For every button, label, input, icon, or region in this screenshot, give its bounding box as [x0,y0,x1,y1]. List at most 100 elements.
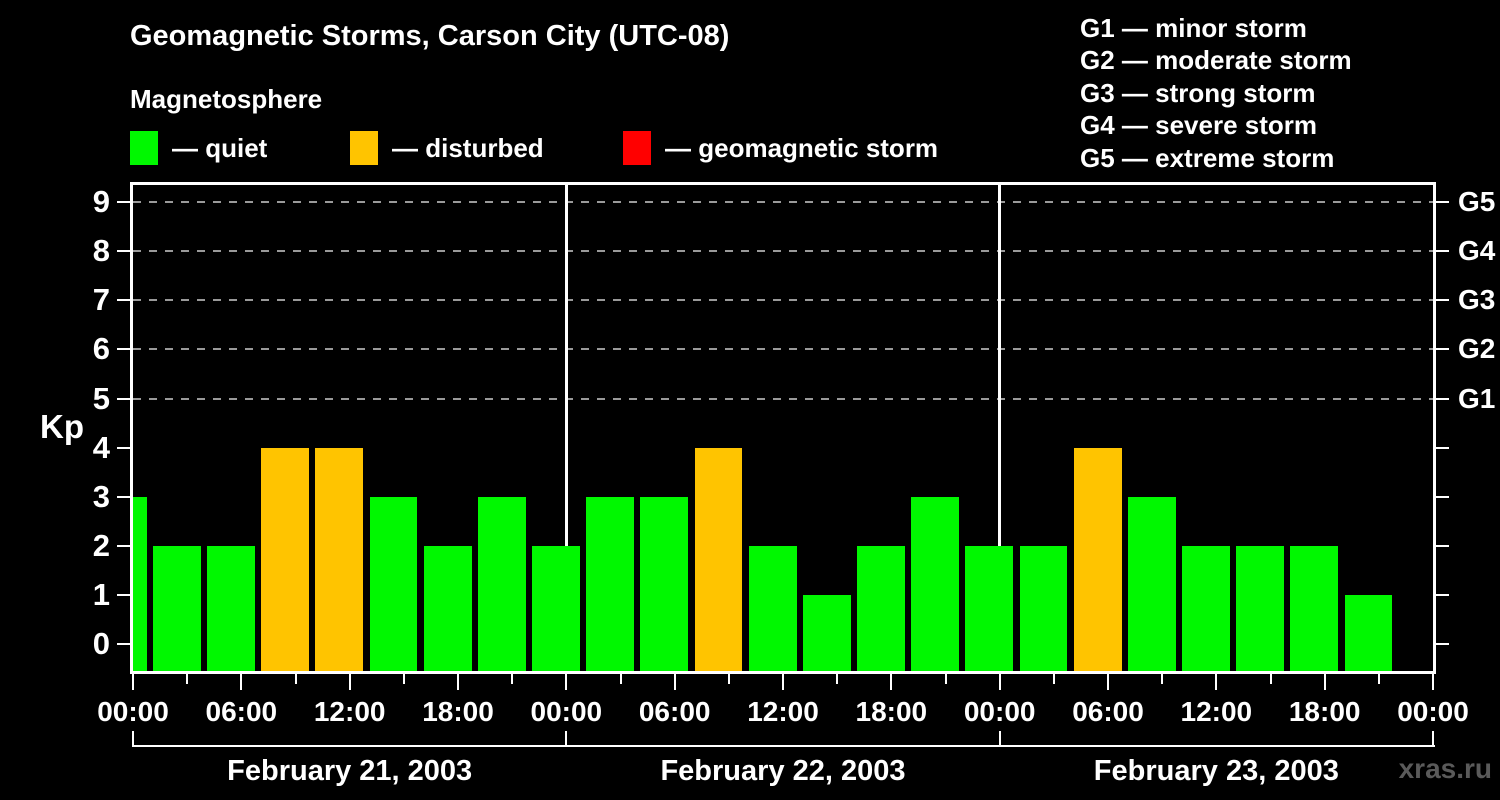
x-tick [673,674,676,690]
y-tick [117,397,130,400]
g-scale-label: G5 [1458,186,1496,218]
x-tick [1323,674,1326,690]
gridline [133,250,1433,253]
kp-bar [532,545,580,671]
legend-item-quiet: — quiet [130,129,267,167]
x-time-label: 06:00 [205,696,278,727]
date-bracket-tick [1432,731,1434,747]
x-tick [1269,674,1272,684]
x-tick [1107,674,1109,690]
y-tick-label: 1 [92,576,110,612]
chart-subtitle: Magnetosphere [130,84,323,114]
kp-bar [1290,545,1339,671]
x-tick [132,674,134,690]
x-tick [240,674,243,690]
x-tick [727,674,730,684]
x-time-label: 00:00 [963,696,1036,727]
kp-bar [207,545,255,671]
legend-item-geomagnetic-storm: — geomagnetic storm [623,129,938,167]
x-tick [565,674,568,690]
kp-bar [1236,545,1285,671]
day-divider-line [564,185,568,671]
kp-bar [1019,545,1068,671]
x-axis: 00:00 06:00 12:00 18:00 00:00 06:00 12:00 18:00… [97,674,1469,730]
x-time-label: 00:00 [97,696,169,727]
kp-bar [477,496,526,671]
date-bracket-tick [565,731,568,747]
storm-scale-legend: G1 — minor storm G2 — moderate storm G3 — … [1080,12,1352,174]
x-tick [890,674,893,690]
storm-scale-item: G2 — moderate storm [1080,45,1352,76]
kp-bar [423,545,472,671]
date-label: February 22, 2003 [660,755,906,787]
x-time-label: 00:00 [1397,696,1469,727]
kp-bar [261,447,310,671]
kp-bar [802,594,851,671]
date-bracket-tick [132,731,134,747]
kp-bar [640,496,689,671]
y-tick [117,348,130,351]
x-tick [1215,674,1218,690]
y-tick [117,250,130,253]
date-label: February 21, 2003 [227,755,473,787]
series-legend: — quiet — disturbed — geomagnetic storm [130,129,1090,169]
x-tick [836,674,839,684]
date-axis: February 21, 2003 February 22, 2003 Februa… [132,731,1443,793]
geomagnetic-storm-swatch [623,131,651,165]
y-tick [117,593,130,596]
kp-bar [911,496,960,671]
y-tick-label: 0 [92,626,110,661]
y-tick [1436,201,1449,204]
y-tick [1436,495,1449,498]
y-tick [1436,348,1449,351]
quiet-swatch [130,131,158,165]
x-tick [186,674,189,684]
date-label: February 23, 2003 [1093,755,1339,787]
x-tick [457,674,459,690]
storm-scale-item: G5 — extreme storm [1080,142,1335,173]
y-tick-label: 4 [92,429,110,465]
y-tick [117,299,130,302]
chart-title: Geomagnetic Storms, Carson City (UTC-08) [130,20,730,52]
y-tick-label: 8 [92,233,110,269]
gridline [133,397,1433,400]
disturbed-swatch [350,131,378,165]
x-tick [619,674,622,684]
kp-bar [1182,545,1230,671]
legend-label: — disturbed [392,132,544,163]
y-tick [117,495,130,498]
kp-bar [857,545,905,671]
x-tick [294,674,297,684]
plot-area [130,182,1436,674]
x-time-label: 12:00 [1180,696,1253,727]
y-tick-label: 7 [92,282,110,318]
legend-label: — quiet [172,132,268,163]
kp-bar [315,447,364,671]
gridline [133,299,1433,302]
y-tick-label: 2 [92,527,110,563]
kp-bar [1127,496,1176,671]
y-tick-label: 5 [92,380,110,416]
x-time-label: 12:00 [747,696,819,727]
y-tick [1436,299,1449,302]
x-tick [1052,674,1055,684]
kp-bar [694,447,743,671]
y-axis-right: G1 G2 G3 G4 G5 [1436,185,1500,671]
x-tick [944,674,947,684]
x-time-label: 06:00 [638,696,711,727]
kp-bar [369,496,418,671]
kp-bar [586,496,635,671]
y-axis-title: Kp [40,408,84,445]
x-time-label: 18:00 [855,696,928,727]
storm-scale-item: G3 — strong storm [1080,77,1316,108]
x-tick [782,674,784,690]
gridline [133,348,1433,351]
y-tick-label: 6 [92,331,110,367]
watermark: xras.ru [1398,753,1492,784]
y-tick [117,643,130,645]
x-time-label: 00:00 [530,696,603,727]
y-tick [117,446,130,449]
kp-bar [152,545,201,671]
x-tick [402,674,405,684]
